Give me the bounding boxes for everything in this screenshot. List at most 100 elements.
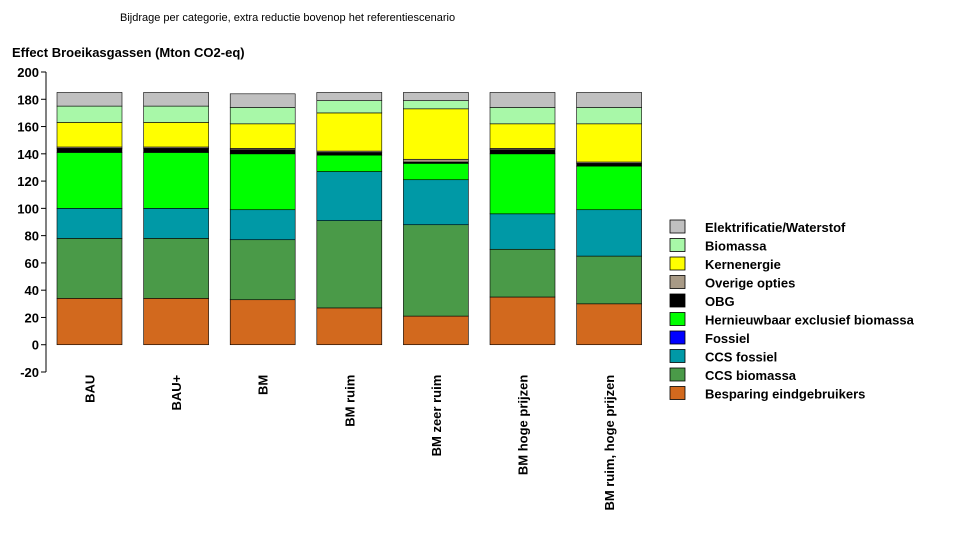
bar-segment (56, 208, 123, 239)
bar-segment (56, 105, 123, 123)
bar-segment (229, 107, 296, 125)
legend-swatch (669, 367, 686, 382)
bar-segment (489, 248, 556, 298)
bar-segment (229, 93, 296, 108)
bar-stack (403, 92, 469, 346)
bar-segment (229, 299, 296, 346)
bar-segment (403, 100, 469, 110)
legend-swatch (669, 386, 686, 400)
bar-segment (229, 239, 296, 301)
y-tick-label: 120 (17, 174, 39, 189)
bar-segment (316, 92, 383, 101)
legend-item: Kernenergie (669, 256, 781, 272)
bar-segment (316, 154, 383, 172)
legend-label: Hernieuwbaar exclusief biomassa (705, 313, 915, 328)
legend-item: Besparing eindgebruikers (669, 386, 865, 402)
bar-segment (56, 92, 123, 107)
y-tick-label: 100 (17, 201, 39, 216)
legend-swatch (669, 293, 686, 308)
bar-segment (56, 122, 123, 148)
bar-segment (576, 255, 642, 305)
legend-item: Biomassa (669, 238, 767, 254)
legend-label: Elektrificatie/Waterstof (705, 220, 846, 235)
bar-segment (576, 107, 642, 125)
bar-segment (489, 153, 556, 215)
legend-item: CCS biomassa (669, 367, 797, 383)
bar-stack (56, 92, 123, 346)
bar-segment (316, 307, 383, 346)
bar-segment (403, 158, 469, 163)
legend-item: Hernieuwbaar exclusief biomassa (669, 312, 915, 328)
category-label: BM ruim (342, 375, 357, 427)
legend-swatch (669, 312, 686, 326)
legend-label: CCS biomassa (705, 368, 797, 383)
bar-segment (143, 152, 209, 209)
bar-stack (229, 93, 296, 346)
bar-segment (143, 148, 209, 153)
y-axis-label: Effect Broeikasgassen (Mton CO2-eq) (12, 45, 245, 60)
y-tick-label: 160 (17, 120, 39, 135)
bar-segment (143, 105, 209, 123)
bar-segment (576, 123, 642, 163)
chart-title: Bijdrage per categorie, extra reductie b… (120, 12, 455, 24)
bar-segment (403, 92, 469, 101)
bar-segment (56, 148, 123, 153)
legend-item: Elektrificatie/Waterstof (669, 219, 846, 235)
bar-segment (229, 153, 296, 211)
bar-stack (143, 92, 209, 346)
bar-segment (143, 122, 209, 148)
legend: Elektrificatie/Waterstof Biomassa Kernener… (669, 219, 915, 402)
bar-stack (316, 92, 383, 346)
bar-segment (229, 123, 296, 149)
legend-label: CCS fossiel (705, 350, 777, 365)
y-tick-label: 180 (17, 92, 39, 107)
bar-segment (316, 220, 383, 309)
bar-segment (576, 163, 642, 167)
legend-swatch (669, 219, 686, 234)
bar-segment (489, 107, 556, 125)
bar-segment (576, 209, 642, 257)
bar-segment (489, 123, 556, 149)
category-label: BM (256, 375, 271, 395)
bar-segment (489, 149, 556, 155)
legend-label: OBG (705, 294, 735, 309)
legend-swatch (669, 256, 686, 271)
bar-segment (489, 92, 556, 108)
bar-segment (576, 303, 642, 346)
y-tick-label: -20 (20, 365, 39, 380)
legend-label: Biomassa (705, 239, 767, 254)
bars (56, 92, 642, 346)
bar-segment (576, 165, 642, 211)
bar-segment (316, 152, 383, 156)
y-tick-label: 20 (25, 310, 39, 325)
bar-segment (229, 209, 296, 241)
legend-label: Kernenergie (705, 257, 781, 272)
bar-segment (143, 298, 209, 346)
y-tick-label: 140 (17, 147, 39, 162)
bar-stack (576, 92, 642, 346)
category-label: BM zeer ruim (429, 375, 444, 457)
y-tick-label: 200 (17, 65, 39, 80)
bar-segment (576, 92, 642, 108)
legend-swatch (669, 275, 686, 289)
legend-item: CCS fossiel (669, 349, 777, 365)
bar-segment (403, 315, 469, 346)
bar-segment (143, 238, 209, 299)
legend-item: OBG (669, 293, 735, 309)
bar-segment (56, 298, 123, 346)
category-label: BAU (83, 375, 98, 403)
y-tick-label: 80 (25, 229, 39, 244)
bar-segment (316, 112, 383, 152)
legend-label: Overige opties (705, 276, 795, 291)
bar-segment (56, 238, 123, 299)
legend-item: Overige opties (669, 275, 795, 291)
legend-swatch (669, 238, 686, 252)
bar-segment (489, 213, 556, 250)
bar-segment (316, 171, 383, 221)
bar-segment (316, 100, 383, 114)
category-labels: BAU BAU+ BM BM ruim BM zeer ruim BM hoge prij… (83, 374, 618, 510)
category-label: BM ruim, hoge prijzen (602, 375, 617, 511)
bar-segment (143, 92, 209, 107)
bar-segment (489, 296, 556, 346)
